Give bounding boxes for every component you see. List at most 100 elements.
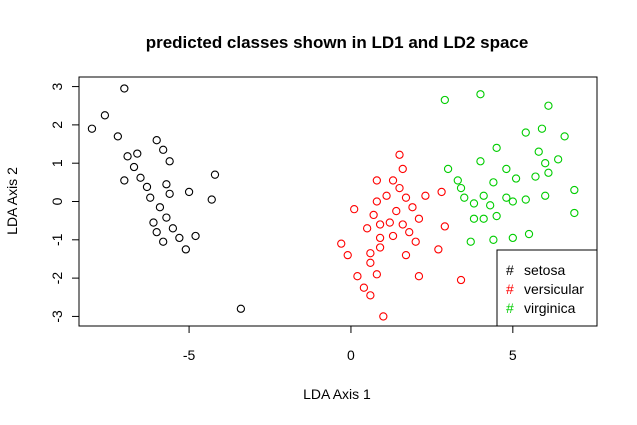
point-versicular <box>388 176 398 185</box>
y-tick-label: -3 <box>49 310 65 323</box>
x-tick-label: 5 <box>509 347 517 363</box>
point-setosa <box>123 152 132 161</box>
point-setosa <box>100 111 110 120</box>
point-versicular <box>456 275 466 285</box>
point-virginica <box>486 201 495 210</box>
point-virginica <box>537 124 547 133</box>
x-axis-label: LDA Axis 1 <box>303 386 371 402</box>
point-versicular <box>385 218 394 227</box>
point-setosa <box>155 203 165 212</box>
point-virginica <box>492 211 501 221</box>
point-versicular <box>388 231 398 241</box>
point-setosa <box>175 233 184 243</box>
point-virginica <box>502 193 511 202</box>
point-versicular <box>375 243 385 252</box>
y-tick-label: 0 <box>49 197 65 205</box>
y-tick-label: 2 <box>49 121 65 129</box>
point-setosa <box>210 170 220 179</box>
point-virginica <box>521 128 530 137</box>
point-versicular <box>440 222 449 231</box>
point-versicular <box>372 270 381 279</box>
y-tick-label: 3 <box>49 82 65 90</box>
y-tick-label: -2 <box>49 272 65 285</box>
point-setosa <box>149 218 158 227</box>
point-setosa <box>120 176 129 185</box>
x-tick-label: 0 <box>347 347 355 363</box>
point-setosa <box>113 132 122 141</box>
point-setosa <box>120 84 129 93</box>
point-virginica <box>479 191 488 200</box>
point-versicular <box>395 183 404 193</box>
point-versicular <box>353 272 362 281</box>
point-virginica <box>521 195 530 204</box>
point-virginica <box>541 191 550 200</box>
point-setosa <box>136 173 145 182</box>
point-virginica <box>544 168 553 177</box>
legend-symbol: # <box>506 300 514 316</box>
chart-title: predicted classes shown in LD1 and LD2 s… <box>146 33 529 52</box>
point-virginica <box>511 174 521 183</box>
point-virginica <box>476 157 485 166</box>
point-setosa <box>184 187 194 197</box>
point-virginica <box>554 155 563 164</box>
point-versicular <box>375 233 385 243</box>
point-setosa <box>236 304 246 313</box>
point-versicular <box>379 312 388 321</box>
point-versicular <box>337 239 346 248</box>
point-virginica <box>541 159 550 168</box>
point-virginica <box>443 164 453 174</box>
point-virginica <box>531 172 540 181</box>
point-versicular <box>359 283 369 292</box>
legend-label-setosa: setosa <box>524 262 565 278</box>
point-versicular <box>408 203 417 212</box>
legend: # setosa # versicular # virginica <box>496 249 598 327</box>
point-virginica <box>570 208 579 218</box>
point-setosa <box>181 245 190 254</box>
point-virginica <box>479 214 488 223</box>
y-axis-label: LDA Axis 2 <box>4 167 20 235</box>
point-versicular <box>372 176 381 185</box>
y-tick-label: -1 <box>49 233 65 246</box>
point-virginica <box>469 214 479 223</box>
point-versicular <box>366 291 375 300</box>
legend-label-virginica: virginica <box>524 300 576 316</box>
point-versicular <box>372 197 381 206</box>
point-virginica <box>508 197 517 206</box>
point-versicular <box>421 191 430 200</box>
point-virginica <box>492 143 501 153</box>
point-setosa <box>87 124 97 133</box>
point-versicular <box>375 220 385 229</box>
data-points <box>87 84 579 321</box>
x-tick-label: -5 <box>183 347 196 363</box>
point-versicular <box>434 245 443 254</box>
point-virginica <box>544 101 553 110</box>
point-virginica <box>524 229 534 239</box>
point-virginica <box>460 193 469 202</box>
point-setosa <box>159 237 168 246</box>
legend-symbol: # <box>506 281 514 297</box>
point-setosa <box>146 193 155 202</box>
point-virginica <box>570 185 579 195</box>
point-setosa <box>133 149 142 158</box>
point-setosa <box>165 157 174 166</box>
point-versicular <box>366 249 375 258</box>
point-setosa <box>191 231 200 241</box>
point-virginica <box>466 237 475 246</box>
point-versicular <box>343 250 352 260</box>
point-versicular <box>382 191 391 200</box>
point-versicular <box>414 214 424 223</box>
point-versicular <box>411 237 420 246</box>
legend-box <box>496 249 598 327</box>
point-versicular <box>398 164 407 174</box>
point-virginica <box>489 178 498 187</box>
point-versicular <box>437 187 446 197</box>
point-virginica <box>508 233 517 243</box>
point-setosa <box>159 145 168 154</box>
point-setosa <box>162 213 171 222</box>
point-setosa <box>152 227 161 237</box>
point-versicular <box>395 150 404 159</box>
point-virginica <box>440 95 449 105</box>
point-virginica <box>560 132 569 141</box>
point-virginica <box>476 90 485 99</box>
